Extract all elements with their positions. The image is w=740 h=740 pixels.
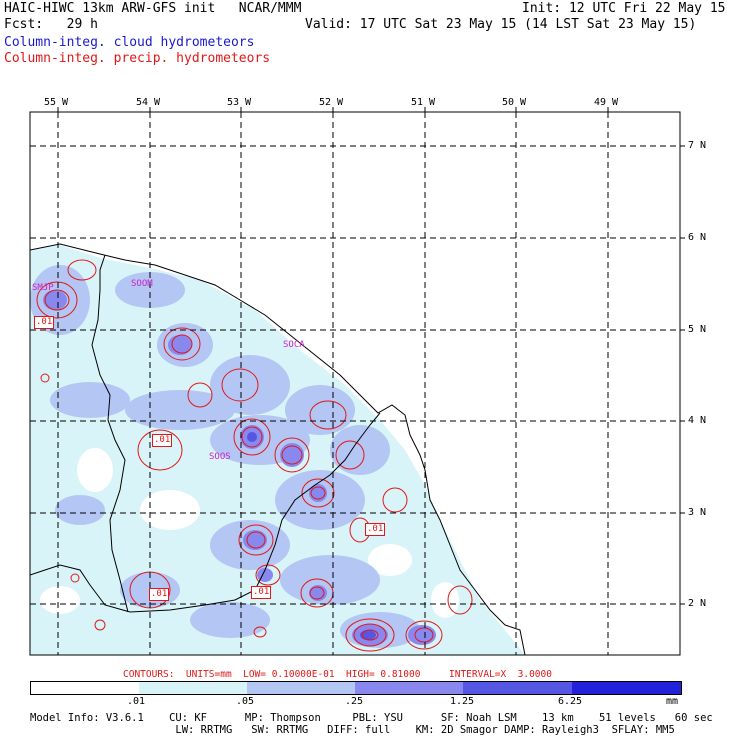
lon-label-49w: 49 W — [594, 97, 619, 108]
model-info-line2: LW: RRTMG SW: RRTMG DIFF: full KM: 2D Sm… — [30, 724, 675, 736]
colorbar — [30, 681, 682, 695]
lat-label-2n: 2 N — [688, 598, 707, 609]
colorbar-units: mm — [666, 696, 679, 707]
lon-label-50w: 50 W — [502, 97, 527, 108]
valid-time: Valid: 17 UTC Sat 23 May 15 (14 LST Sat … — [305, 17, 697, 32]
forecast-hour: Fcst: 29 h — [4, 17, 98, 32]
init-time: Init: 12 UTC Fri 22 May 15 — [522, 1, 726, 16]
contour-label: .01 — [149, 588, 170, 601]
lon-label-53w: 53 W — [227, 97, 252, 108]
cloud-field-label: Column-integ. cloud hydrometeors — [4, 35, 255, 50]
lat-lon-grid — [30, 112, 680, 655]
lat-label-4n: 4 N — [688, 415, 707, 426]
colorbar-bin-2 — [139, 682, 247, 694]
lon-label-51w: 51 W — [411, 97, 436, 108]
colorbar-tick-01: .01 — [127, 696, 146, 707]
model-info-line1: Model Info: V3.6.1 CU: KF MP: Thompson P… — [30, 712, 713, 724]
contour-label: .01 — [251, 586, 272, 599]
lat-label-7n: 7 N — [688, 140, 707, 151]
lat-label-3n: 3 N — [688, 507, 707, 518]
colorbar-bin-6 — [572, 682, 681, 694]
contours-info: CONTOURS: UNITS=mm LOW= 0.10000E-01 HIGH… — [123, 669, 552, 680]
plot-title: HAIC-HIWC 13km ARW-GFS init NCAR/MMM — [4, 1, 302, 16]
station-smjp: SMJP — [32, 283, 54, 293]
contour-label: .01 — [34, 316, 55, 329]
station-soom: SOOM — [131, 279, 153, 289]
hydrometeor-shading — [30, 245, 525, 655]
colorbar-tick-25: .25 — [345, 696, 364, 707]
map-frame — [29, 111, 681, 656]
colorbar-bin-1 — [31, 682, 139, 694]
station-soos: SOOS — [209, 452, 231, 462]
lon-label-52w: 52 W — [319, 97, 344, 108]
contour-label: .01 — [365, 523, 386, 536]
colorbar-bin-5 — [463, 682, 572, 694]
precip-contours — [36, 259, 473, 652]
lon-label-55w: 55 W — [44, 97, 69, 108]
lat-label-6n: 6 N — [688, 232, 707, 243]
station-soca: SOCA — [283, 340, 305, 350]
lat-label-5n: 5 N — [688, 324, 707, 335]
colorbar-tick-625: 6.25 — [558, 696, 583, 707]
colorbar-tick-125: 1.25 — [450, 696, 475, 707]
lon-label-54w: 54 W — [136, 97, 161, 108]
contour-label: .01 — [152, 434, 173, 447]
colorbar-bin-3 — [247, 682, 355, 694]
frame-ticks — [57, 107, 685, 605]
colorbar-bin-4 — [355, 682, 463, 694]
colorbar-tick-05: .05 — [236, 696, 255, 707]
precip-field-label: Column-integ. precip. hydrometeors — [4, 51, 271, 66]
